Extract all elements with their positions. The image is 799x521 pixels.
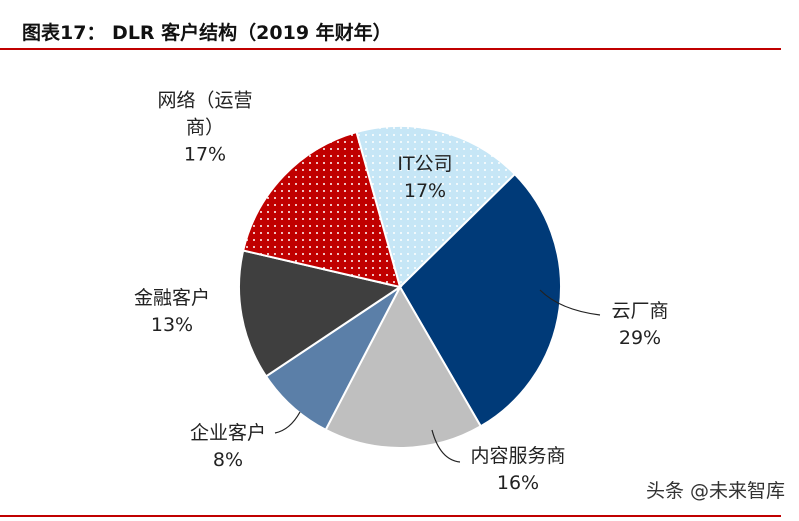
- pie-slice: [324, 284, 483, 449]
- value-label: 16%: [496, 472, 540, 494]
- category-label: 企业客户: [189, 422, 266, 444]
- value-label: 17%: [183, 143, 227, 166]
- category-label: 网络（运营商）: [157, 89, 253, 139]
- pie-slice: [241, 130, 402, 289]
- pie-slice: [355, 125, 517, 289]
- category-label: 金融客户: [133, 287, 210, 309]
- watermark: 头条 @未来智库: [645, 480, 785, 502]
- slice-label: 企业客户 8%: [178, 420, 278, 474]
- value-label: 29%: [618, 327, 662, 349]
- slice-label: 云厂商 29%: [590, 298, 690, 352]
- value-label: 8%: [212, 449, 244, 471]
- slice-label: 网络（运营商） 17%: [150, 88, 260, 169]
- pie-slice: [398, 172, 562, 428]
- value-label: 13%: [150, 314, 194, 336]
- value-label: 17%: [403, 180, 447, 202]
- slice-label: 内容服务商 16%: [448, 443, 588, 497]
- slice-label: IT公司 17%: [375, 151, 475, 205]
- slice-label: 金融客户 13%: [122, 285, 222, 339]
- category-label: 云厂商: [611, 300, 669, 322]
- chart-title: 图表17： DLR 客户结构（2019 年财年）: [22, 22, 392, 44]
- leader-line: [539, 289, 601, 316]
- category-label: IT公司: [397, 153, 453, 175]
- leader-line: [431, 429, 461, 463]
- category-label: 内容服务商: [470, 445, 566, 467]
- leader-line: [274, 411, 301, 434]
- pie-slice: [238, 249, 403, 378]
